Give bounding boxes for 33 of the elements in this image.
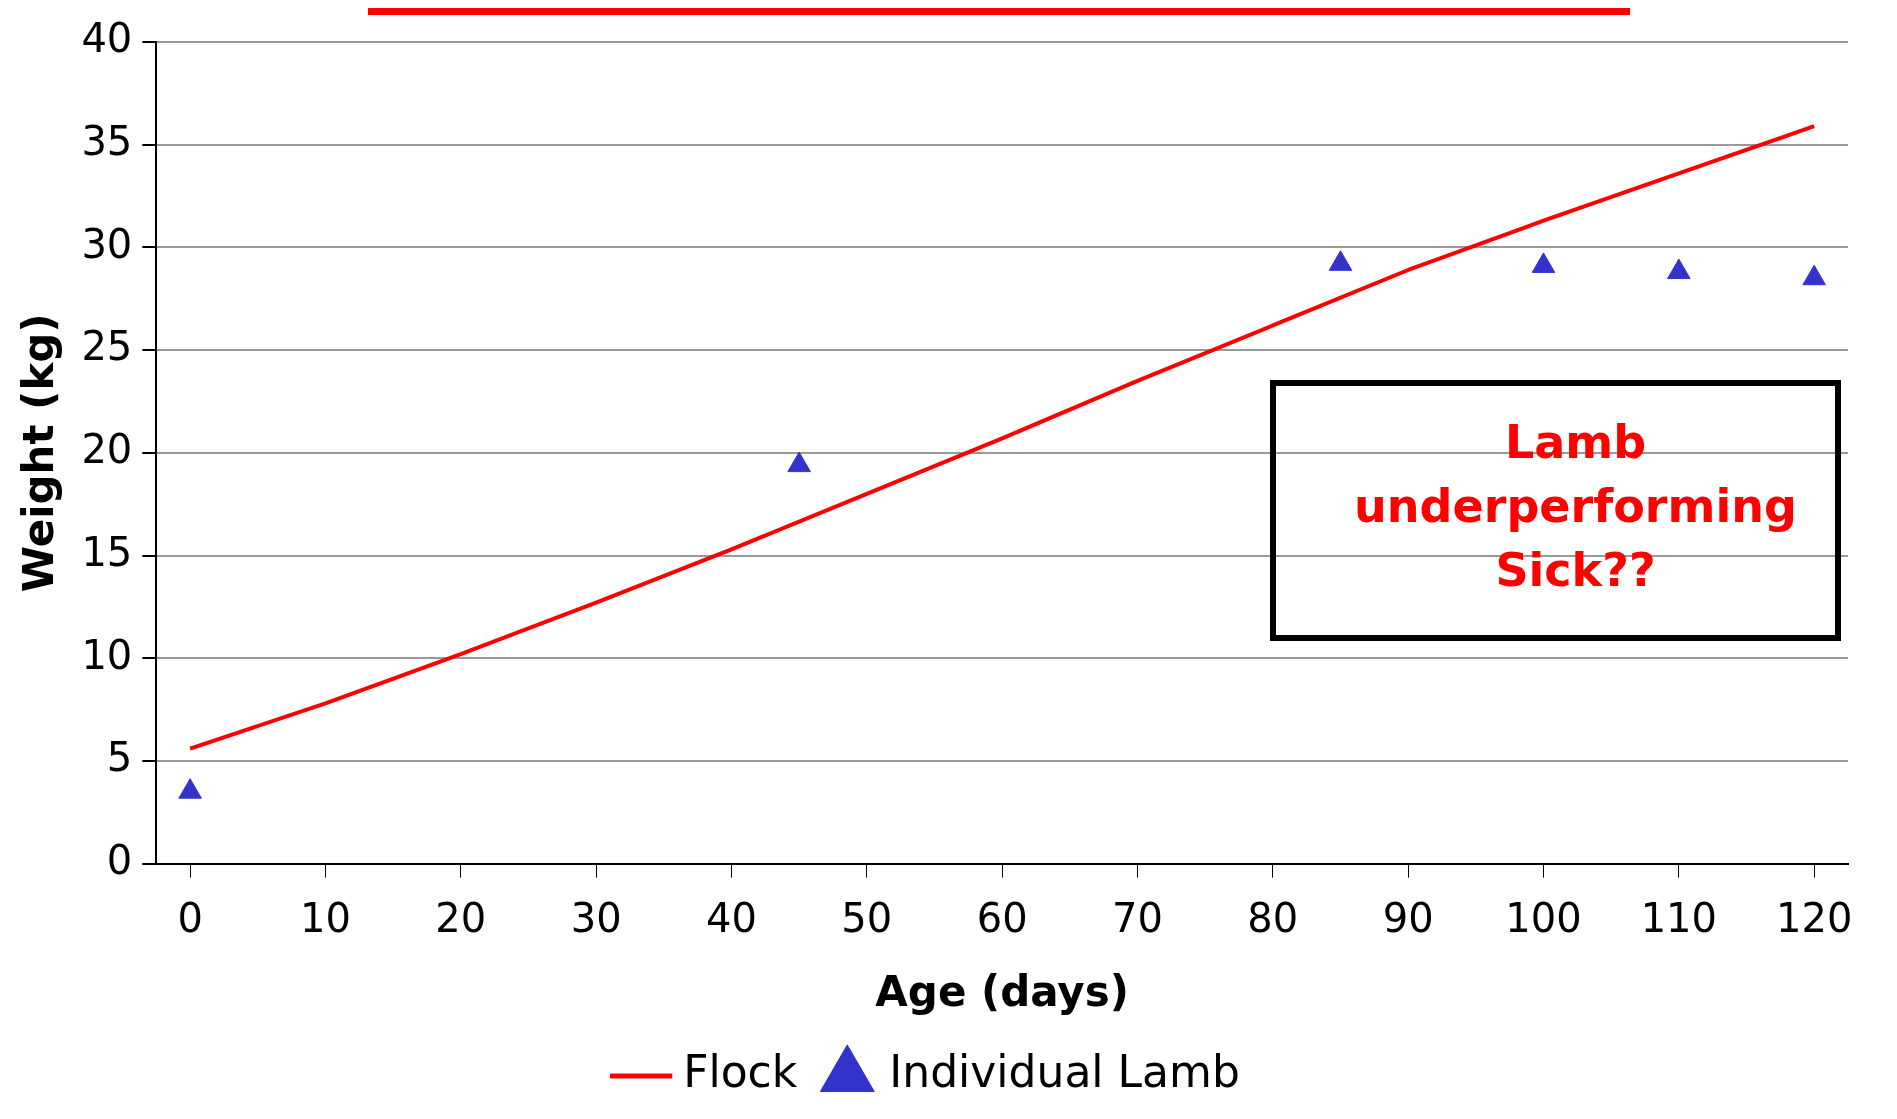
y-tick-label: 5	[106, 734, 133, 781]
y-tick-label: 10	[81, 631, 133, 678]
x-tick-label: 80	[1247, 894, 1299, 941]
x-axis-title: Age (days)	[875, 966, 1129, 1016]
point	[787, 451, 811, 473]
y-tick-label: 20	[81, 426, 133, 473]
x-tick-label: 100	[1505, 894, 1582, 941]
point	[1667, 258, 1691, 280]
point	[1531, 252, 1556, 273]
y-tick-label: 35	[81, 118, 133, 165]
point	[1802, 264, 1826, 286]
y-tick-label: 0	[106, 836, 133, 883]
point	[178, 778, 202, 799]
legend-label: Individual Lamb	[889, 1046, 1240, 1098]
x-tick-label: 60	[976, 894, 1028, 941]
point	[1328, 250, 1353, 271]
annotation: Lamb underperforming Sick??	[1354, 415, 1797, 598]
x-tick-label: 110	[1640, 894, 1718, 941]
x-tick-label: 0	[177, 894, 203, 941]
y-tick-label: 40	[81, 15, 133, 62]
y-tick-label: 25	[81, 323, 133, 370]
x-tick-label: 20	[435, 894, 487, 941]
y-axis-title: Weight (kg)	[14, 313, 64, 593]
x-tick-label: 50	[841, 894, 893, 941]
x-tick-label: 10	[300, 894, 351, 941]
y-tick-label: 15	[81, 528, 133, 575]
legend-label: Flock	[683, 1046, 798, 1098]
x-tick-label: 90	[1382, 894, 1434, 941]
x-tick-label: 30	[570, 894, 622, 941]
x-tick-label: 120	[1775, 894, 1853, 941]
x-tick-label: 70	[1112, 894, 1163, 941]
y-tick-label: 30	[81, 220, 133, 267]
x-tick-label: 40	[706, 894, 757, 941]
